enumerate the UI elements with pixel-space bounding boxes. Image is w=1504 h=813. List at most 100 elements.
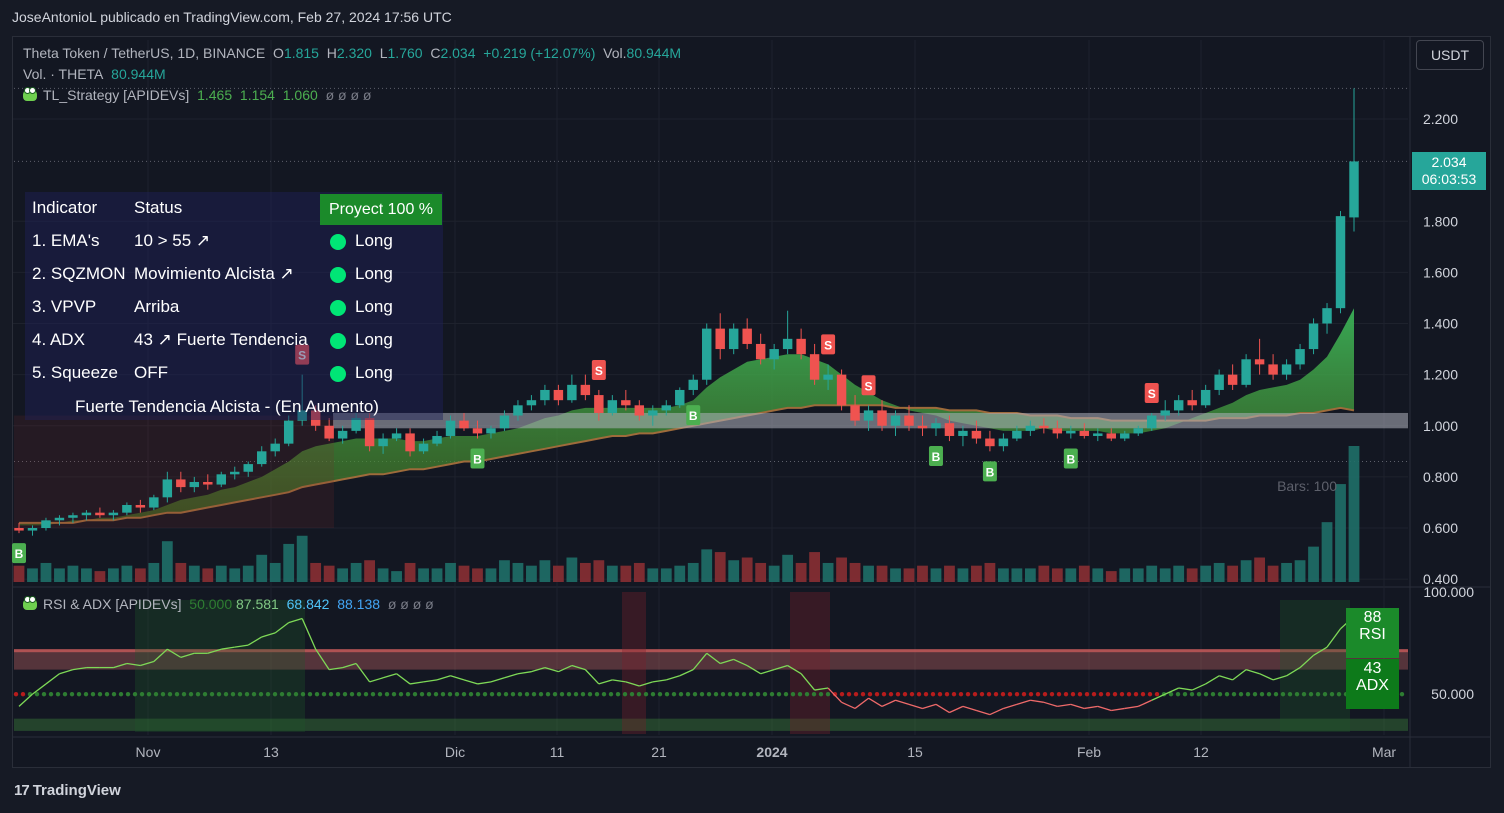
rsi-legend: RSI & ADX [APIDEVs] 50.000 87.581 68.842…: [23, 596, 434, 612]
bars-count-label: Bars: 100: [1277, 478, 1337, 494]
volume-bar: [1348, 446, 1360, 582]
rsi-line-segment: [517, 671, 532, 675]
rsi-line-segment: [895, 699, 910, 705]
volume-bar: [121, 565, 133, 582]
svg-text:B: B: [932, 450, 941, 464]
indicator-row: 1. EMA's 10 > 55 ↗ Long: [25, 225, 443, 258]
strategy-value-1: 1.465: [197, 87, 233, 103]
strategy-value-2: 1.154: [239, 87, 275, 103]
strategy-empty-values: ø ø ø ø: [325, 87, 372, 103]
candle-body: [27, 528, 38, 531]
rsi-line-segment: [679, 669, 694, 677]
volume-bar: [1146, 565, 1158, 582]
volume-bar: [957, 568, 969, 582]
volume-bar: [445, 562, 456, 582]
midline-dot: [251, 691, 257, 697]
midline-dot: [440, 691, 446, 697]
volume-series-label[interactable]: Vol. · THETA: [23, 66, 104, 82]
strategy-name[interactable]: TL_Strategy [APIDEVs]: [43, 87, 190, 103]
indicator-row: 5. Squeeze OFF Long: [25, 357, 443, 390]
candle-body: [95, 512, 105, 516]
midline-dot: [846, 691, 852, 697]
volume-bar: [539, 560, 551, 582]
volume-bar: [836, 557, 847, 582]
volume-bar: [310, 562, 322, 582]
volume-bar: [579, 562, 591, 582]
midline-dot: [1189, 691, 1195, 697]
midline-dot: [993, 691, 999, 697]
rsi-line-segment: [760, 669, 775, 675]
volume-bar: [40, 562, 52, 582]
candle-body: [1295, 349, 1305, 365]
long-dot-icon: [330, 333, 346, 349]
published-caption: JoseAntonioL publicado en TradingView.co…: [12, 9, 452, 25]
candle-body: [364, 418, 375, 447]
midline-dot: [20, 691, 26, 697]
rsi-line-segment: [922, 703, 937, 710]
midline-dot: [650, 691, 656, 697]
candle-body: [1066, 430, 1076, 434]
rsi-panel-name[interactable]: RSI & ADX [APIDEVs]: [43, 596, 182, 612]
midline-dot: [923, 691, 929, 697]
midline-dot: [62, 691, 68, 697]
midline-dot: [937, 691, 943, 697]
midline-dot: [671, 691, 677, 697]
rsi-line-segment: [800, 673, 816, 691]
midline-dot: [1070, 691, 1076, 697]
volume-bar: [1335, 484, 1346, 582]
midline-dot: [1322, 691, 1328, 697]
tradingview-logo-icon: 17: [14, 782, 30, 799]
symbol-label[interactable]: Theta Token / TetherUS, 1D, BINANCE: [23, 45, 266, 61]
candle-body: [189, 481, 200, 488]
midline-dot: [272, 691, 278, 697]
candle-body: [1200, 389, 1211, 406]
rsi-line-segment: [247, 636, 263, 646]
midline-dot: [804, 691, 810, 697]
midline-dot: [97, 691, 103, 697]
rsi-tag-label: RSI: [1359, 626, 1386, 643]
midline-dot: [195, 691, 201, 697]
candle-body: [14, 528, 24, 531]
midline-dot: [566, 691, 572, 697]
volume-bar: [849, 562, 861, 582]
rsi-line-segment: [1124, 705, 1139, 710]
candle-body: [216, 474, 226, 485]
ohlc-legend: Theta Token / TetherUS, 1D, BINANCE O1.8…: [23, 45, 681, 61]
volume-bar: [728, 560, 740, 582]
volume-bar: [971, 565, 982, 582]
midline-dot: [265, 691, 271, 697]
volume-bar: [148, 562, 160, 582]
rsi-line-segment: [221, 646, 235, 650]
close-label: C: [430, 45, 441, 61]
currency-button[interactable]: USDT: [1416, 40, 1484, 70]
volume-bar: [620, 565, 632, 582]
midline-dot: [181, 691, 187, 697]
midline-dot: [699, 691, 705, 697]
time-tick-label: Mar: [1372, 744, 1396, 760]
candle-body: [890, 415, 901, 426]
candle-body: [863, 410, 874, 421]
midline-dot: [797, 691, 803, 697]
volume-bar: [81, 568, 92, 582]
tradingview-logo[interactable]: 17 TradingView: [14, 782, 121, 799]
rsi-line-segment: [598, 679, 613, 685]
midline-dot: [573, 691, 579, 697]
volume-bar: [930, 568, 942, 582]
indicator-table: Indicator Status Proyect 100 % 1. EMA's …: [25, 192, 443, 420]
midline-dot: [13, 691, 19, 697]
rsi-line-segment: [935, 703, 950, 714]
midline-dot: [608, 691, 614, 697]
time-tick-label: 15: [907, 744, 923, 760]
midline-dot: [237, 691, 243, 697]
volume-bar: [108, 568, 119, 582]
midline-dot: [188, 691, 194, 697]
midline-dot: [1133, 691, 1139, 697]
buy-signal-label: B: [686, 405, 701, 426]
volume-bar: [296, 535, 308, 582]
midline-dot: [958, 691, 964, 697]
midline-dot: [1182, 691, 1188, 697]
indicator-status: Movimiento Alcista ↗: [134, 264, 294, 283]
midline-dot: [531, 691, 537, 697]
candle-body: [1335, 216, 1346, 309]
